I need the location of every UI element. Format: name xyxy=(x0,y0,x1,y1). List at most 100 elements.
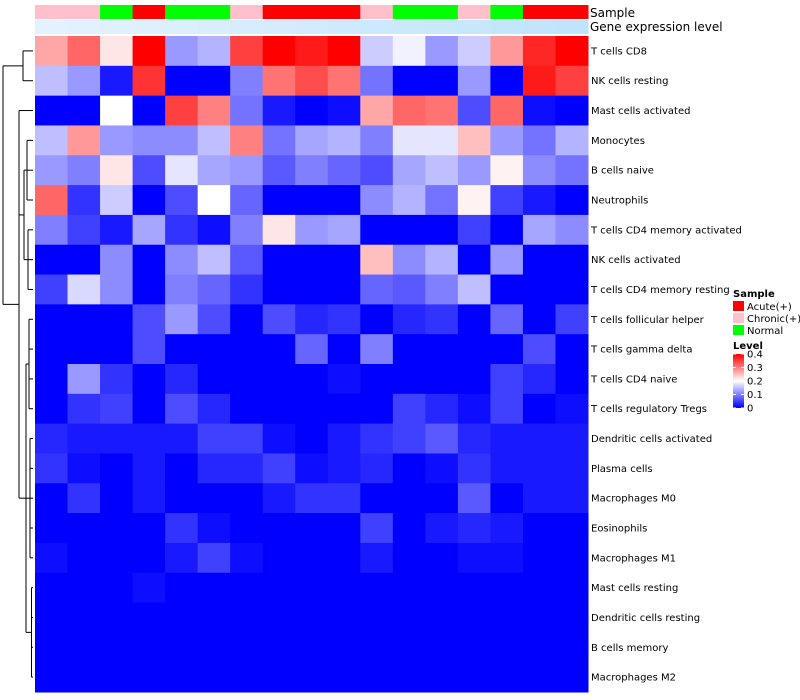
heatmap-cell xyxy=(67,155,101,186)
heatmap-cell xyxy=(295,542,329,574)
heatmap-cell xyxy=(522,662,556,693)
heatmap-cell xyxy=(425,423,459,454)
level-ticks: 0.4 0.3 0.2 0.1 0 xyxy=(733,350,763,415)
heatmap-cell xyxy=(425,65,459,97)
heatmap-cell xyxy=(555,423,589,454)
heatmap-cell xyxy=(360,65,394,97)
heatmap-cell xyxy=(100,244,134,276)
expression-cell xyxy=(392,20,426,34)
heatmap-cell xyxy=(197,542,231,574)
heatmap-cell xyxy=(457,483,491,514)
heatmap-cell xyxy=(555,36,589,67)
heatmap-cell xyxy=(490,513,524,544)
heatmap-cell xyxy=(522,334,556,365)
level-tick-label: 0 xyxy=(747,404,753,415)
heatmap-cell xyxy=(100,602,134,633)
heatmap-cell xyxy=(522,453,556,484)
heatmap-cell xyxy=(67,244,101,276)
heatmap-cell xyxy=(100,65,134,97)
heatmap-cell xyxy=(165,572,199,604)
heatmap-cell xyxy=(490,125,524,156)
heatmap-cell xyxy=(457,602,491,633)
sample-cell xyxy=(262,5,296,19)
heatmap-cell xyxy=(425,185,459,216)
heatmap-cell xyxy=(555,125,589,156)
heatmap-cell xyxy=(392,662,426,693)
heatmap-cell xyxy=(295,423,329,454)
heatmap-cell xyxy=(262,214,296,246)
heatmap-cell xyxy=(555,155,589,186)
heatmap-cell xyxy=(67,572,101,604)
expression-cell xyxy=(457,20,491,34)
heatmap-cell xyxy=(295,125,329,156)
heatmap-cell xyxy=(295,632,329,663)
heatmap-cell xyxy=(67,274,101,305)
heatmap-cell xyxy=(425,95,459,126)
heatmap-cell xyxy=(262,36,296,67)
heatmap-cell xyxy=(522,274,556,305)
heatmap-cell xyxy=(522,423,556,454)
heatmap-cell xyxy=(457,65,491,97)
heatmap-cell xyxy=(262,334,296,365)
heatmap-cell xyxy=(197,125,231,156)
sample-cell xyxy=(392,5,426,19)
heatmap-cell xyxy=(360,483,394,514)
heatmap-cell xyxy=(360,453,394,484)
heatmap-cell xyxy=(327,334,361,365)
heatmap-cell xyxy=(67,334,101,365)
heatmap-cell xyxy=(327,304,361,335)
row-dendrogram xyxy=(2,50,33,678)
heatmap-cell xyxy=(35,483,69,514)
heatmap-cell xyxy=(295,364,329,395)
heatmap-cell xyxy=(425,214,459,246)
heatmap-cell xyxy=(522,632,556,663)
heatmap-cell xyxy=(425,364,459,395)
heatmap-cell xyxy=(522,602,556,633)
row-label: Neutrophils xyxy=(591,196,648,207)
heatmap-cell xyxy=(295,155,329,186)
heatmap-cell xyxy=(262,65,296,97)
heatmap-cell xyxy=(67,214,101,246)
heatmap-cell xyxy=(100,155,134,186)
heatmap-cell xyxy=(100,572,134,604)
heatmap-cell xyxy=(490,393,524,425)
row-label: Macrophages M2 xyxy=(591,673,676,684)
row-label: T cells CD4 memory activated xyxy=(590,225,742,236)
heatmap-cell xyxy=(165,632,199,663)
expression-cell xyxy=(522,20,556,34)
heatmap-cell xyxy=(132,513,166,544)
heatmap-cell xyxy=(230,304,264,335)
heatmap-cell xyxy=(35,36,69,67)
expression-cell xyxy=(100,20,134,34)
heatmap-cell xyxy=(35,513,69,544)
heatmap-cell xyxy=(197,244,231,276)
heatmap-cell xyxy=(165,364,199,395)
heatmap-cell xyxy=(457,572,491,604)
heatmap-cell xyxy=(360,602,394,633)
heatmap-cell xyxy=(522,244,556,276)
heatmap-cell xyxy=(392,185,426,216)
heatmap-cell xyxy=(295,36,329,67)
heatmap-cell xyxy=(425,513,459,544)
row-label: T cells follicular helper xyxy=(590,315,705,326)
heatmap-cell xyxy=(262,364,296,395)
heatmap-cell xyxy=(490,65,524,97)
heatmap-cell xyxy=(35,334,69,365)
heatmap-cell xyxy=(327,125,361,156)
heatmap-cell xyxy=(35,214,69,246)
heatmap-cell xyxy=(295,662,329,693)
heatmap-cell xyxy=(132,125,166,156)
heatmap-cell xyxy=(327,602,361,633)
heatmap-cell xyxy=(490,244,524,276)
heatmap-cell xyxy=(35,244,69,276)
heatmap-cell xyxy=(197,662,231,693)
heatmap-cell xyxy=(490,334,524,365)
sample-cell xyxy=(67,5,101,19)
sample-cell xyxy=(100,5,134,19)
row-label: Plasma cells xyxy=(591,464,653,475)
heatmap-cell xyxy=(327,572,361,604)
heatmap-cell xyxy=(425,453,459,484)
row-label: B cells naive xyxy=(591,166,654,177)
heatmap-cell xyxy=(295,95,329,126)
heatmap-cell xyxy=(327,483,361,514)
